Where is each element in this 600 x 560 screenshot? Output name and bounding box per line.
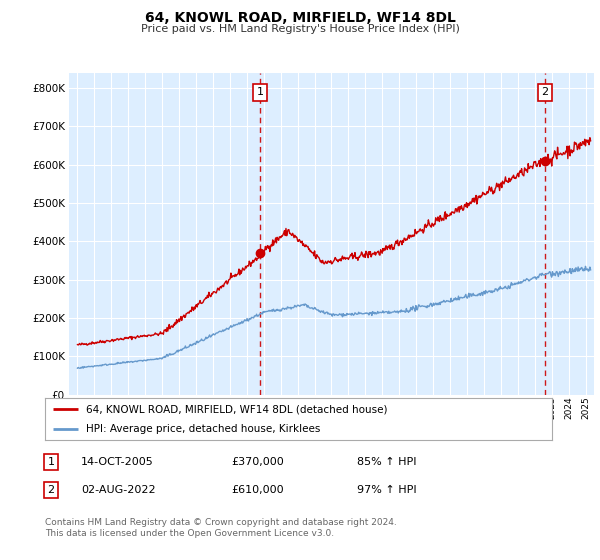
Text: 2: 2	[541, 87, 548, 97]
Text: 64, KNOWL ROAD, MIRFIELD, WF14 8DL: 64, KNOWL ROAD, MIRFIELD, WF14 8DL	[145, 11, 455, 25]
Text: 1: 1	[257, 87, 264, 97]
Text: 85% ↑ HPI: 85% ↑ HPI	[357, 457, 416, 467]
Text: 1: 1	[47, 457, 55, 467]
Text: £370,000: £370,000	[231, 457, 284, 467]
Text: 2: 2	[47, 485, 55, 495]
Text: Price paid vs. HM Land Registry's House Price Index (HPI): Price paid vs. HM Land Registry's House …	[140, 24, 460, 34]
Text: 64, KNOWL ROAD, MIRFIELD, WF14 8DL (detached house): 64, KNOWL ROAD, MIRFIELD, WF14 8DL (deta…	[86, 404, 387, 414]
Text: This data is licensed under the Open Government Licence v3.0.: This data is licensed under the Open Gov…	[45, 529, 334, 538]
Text: 14-OCT-2005: 14-OCT-2005	[81, 457, 154, 467]
Text: Contains HM Land Registry data © Crown copyright and database right 2024.: Contains HM Land Registry data © Crown c…	[45, 518, 397, 527]
Text: HPI: Average price, detached house, Kirklees: HPI: Average price, detached house, Kirk…	[86, 424, 320, 434]
Text: 02-AUG-2022: 02-AUG-2022	[81, 485, 155, 495]
Text: £610,000: £610,000	[231, 485, 284, 495]
Text: 97% ↑ HPI: 97% ↑ HPI	[357, 485, 416, 495]
